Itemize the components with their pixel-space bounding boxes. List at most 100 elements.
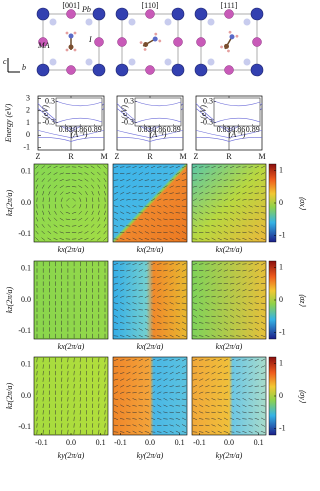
spin-arrow [120, 378, 125, 381]
spin-arrow [72, 197, 76, 202]
spin-arrow [260, 391, 266, 394]
spin-arrow [163, 371, 168, 375]
spin-arrow [126, 411, 131, 414]
pb-atom [250, 7, 264, 21]
i-atom [173, 37, 183, 47]
colorbar-tick-label: -1 [279, 327, 286, 336]
spin-arrow [163, 411, 168, 414]
x-axis-label: kx(2π/a) [216, 342, 243, 351]
spin-arrow [138, 411, 143, 414]
spin-arrow [169, 359, 174, 361]
spin-arrow [103, 217, 107, 222]
spin-arrow [47, 178, 52, 182]
spin-arrow [54, 204, 57, 209]
spin-arrow [181, 238, 187, 240]
spin-arrow [90, 230, 95, 235]
spin-arrow [199, 288, 204, 292]
spin-arrow [113, 411, 119, 414]
spin-arrow [163, 398, 168, 401]
spin-arrow [260, 417, 266, 421]
spin-arrow [35, 171, 39, 176]
spin-arrow [157, 238, 162, 240]
spin-arrow [181, 424, 187, 427]
spin-arrow [199, 411, 204, 414]
spin-arrow [217, 205, 222, 207]
spin-arrow [126, 392, 131, 394]
spin-arrow [35, 178, 39, 183]
spin-arrow [229, 269, 235, 272]
spin-arrow [103, 237, 107, 241]
k-point-label: M [179, 152, 186, 161]
spin-arrow [211, 405, 216, 407]
spin-arrow [119, 418, 125, 420]
spin-arrow [254, 178, 259, 182]
spin-arrow [229, 308, 235, 311]
spin-arrow [150, 185, 156, 188]
spin-arrow [254, 392, 260, 394]
spin-arrow [181, 372, 187, 374]
spin-arrow [126, 404, 131, 407]
spin-arrow [90, 178, 95, 182]
y-axis-label: kz(2π/a) [5, 190, 14, 217]
spin-arrow [157, 404, 162, 408]
spin-arrow [41, 165, 46, 169]
spin-arrow [254, 378, 260, 381]
spin-arrow [199, 218, 204, 221]
spin-arrow [120, 398, 125, 401]
spin-arrow [198, 270, 204, 272]
spin-arrow [157, 359, 162, 361]
spin-arrow [248, 302, 253, 305]
spin-arrow [205, 315, 210, 318]
spin-arrow [236, 431, 241, 433]
spin-arrow [254, 262, 259, 266]
spin-arrow [126, 334, 131, 338]
spin-arrow [236, 288, 241, 292]
spin-arrow [229, 262, 235, 266]
spin-arrow [254, 334, 259, 338]
spin-arrow [248, 269, 253, 272]
spin-arrow [205, 328, 210, 331]
spin-arrow [181, 328, 187, 331]
spin-arrow [163, 302, 168, 305]
spin-arrow [223, 328, 229, 331]
spin-arrow [192, 417, 198, 420]
spin-arrow [211, 365, 216, 368]
spin-arrow [138, 224, 143, 227]
spin-arrow [59, 172, 64, 175]
spin-arrow [192, 384, 198, 388]
spin-arrow [91, 210, 94, 215]
spin-arrow [223, 391, 229, 394]
spin-arrow [236, 211, 241, 215]
spin-arrow [175, 199, 181, 201]
spin-arrow [211, 172, 216, 175]
spin-arrow [113, 359, 119, 361]
spin-arrow [175, 398, 181, 401]
spin-arrow [236, 185, 241, 188]
spin-arrow [175, 231, 180, 234]
spin-arrow [175, 411, 181, 413]
spin-arrow [217, 218, 222, 221]
spin-arrow [157, 185, 162, 188]
spin-arrow [53, 237, 58, 241]
spin-arrow [260, 358, 266, 362]
spin-arrow [211, 192, 216, 194]
spin-arrow [211, 302, 216, 305]
spin-arrow [192, 173, 198, 175]
inset-y-tick: 0.3 [45, 96, 55, 105]
spin-arrow [163, 178, 168, 182]
x-axis-label: kx(2π/a) [137, 342, 164, 351]
spin-arrow [248, 185, 253, 188]
spin-arrow [41, 178, 45, 182]
spin-arrow [192, 282, 198, 285]
spin-arrow [242, 289, 247, 292]
x-axis-label: kx(2π/a) [137, 245, 164, 254]
spin-arrow [229, 378, 235, 381]
spin-arrow [198, 166, 204, 168]
spin-arrow [236, 198, 241, 201]
spin-arrow [90, 171, 95, 176]
spin-arrow [41, 171, 45, 176]
spin-arrow [35, 165, 39, 169]
spin-arrow [254, 411, 260, 413]
spin-arrow [223, 405, 229, 407]
spin-arrow [97, 191, 100, 196]
